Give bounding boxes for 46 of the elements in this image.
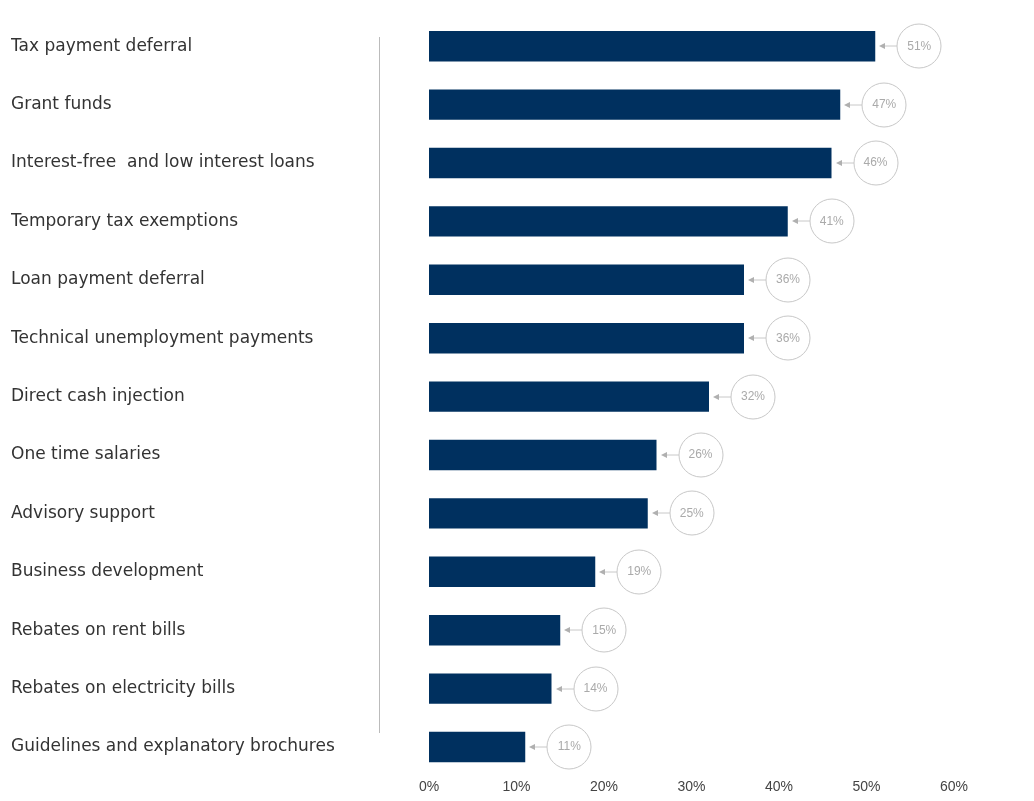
- bar: [429, 264, 744, 295]
- bar: [429, 31, 876, 62]
- bar: [429, 615, 561, 646]
- data-label: 36%: [775, 330, 801, 345]
- data-label: 14%: [583, 680, 608, 695]
- data-label: 41%: [819, 213, 845, 228]
- data-label: 46%: [863, 155, 888, 170]
- x-tick-label: 50%: [852, 778, 881, 795]
- data-label: 15%: [592, 622, 617, 637]
- data-label: 11%: [557, 739, 582, 754]
- y-tick-label: Technical unemployment payments: [10, 326, 314, 347]
- bar: [429, 439, 657, 471]
- x-tick-label: 60%: [939, 778, 969, 795]
- bar: [429, 556, 596, 587]
- data-label: 51%: [907, 38, 932, 53]
- y-tick-label: One time salaries: [11, 443, 161, 464]
- y-tick-label: Rebates on electricity bills: [11, 677, 236, 698]
- x-tick-label: 0%: [418, 778, 440, 795]
- bar: [429, 206, 788, 237]
- bar: [429, 498, 648, 529]
- y-tick-label: Advisory support: [11, 501, 156, 522]
- x-tick-label: 10%: [502, 778, 531, 795]
- data-label: 25%: [679, 505, 705, 520]
- y-tick-label: Temporary tax exemptions: [10, 209, 239, 230]
- bar: [429, 673, 552, 704]
- data-label: 19%: [627, 564, 652, 579]
- data-label: 26%: [688, 447, 713, 462]
- y-tick-label: Loan payment deferral: [11, 268, 205, 289]
- y-tick-label: Direct cash injection: [11, 385, 185, 406]
- bar: [429, 89, 841, 120]
- data-label: 32%: [740, 388, 766, 403]
- data-label: 36%: [775, 272, 801, 287]
- data-label: 47%: [872, 96, 897, 111]
- bar: [429, 147, 832, 179]
- x-tick-label: 40%: [764, 778, 794, 795]
- bar: [429, 323, 744, 354]
- x-tick-label: 20%: [589, 778, 619, 795]
- y-tick-label: Rebates on rent bills: [11, 618, 186, 639]
- y-tick-label: Tax payment deferral: [10, 34, 193, 55]
- x-tick-label: 30%: [677, 778, 706, 795]
- y-tick-label: Grant funds: [11, 93, 112, 114]
- y-tick-label: Guidelines and explanatory brochures: [11, 735, 335, 756]
- y-tick-label: Interest-free and low interest loans: [11, 151, 315, 172]
- y-tick-label: Business development: [11, 560, 204, 581]
- bar: [429, 731, 526, 763]
- bar: [429, 381, 709, 412]
